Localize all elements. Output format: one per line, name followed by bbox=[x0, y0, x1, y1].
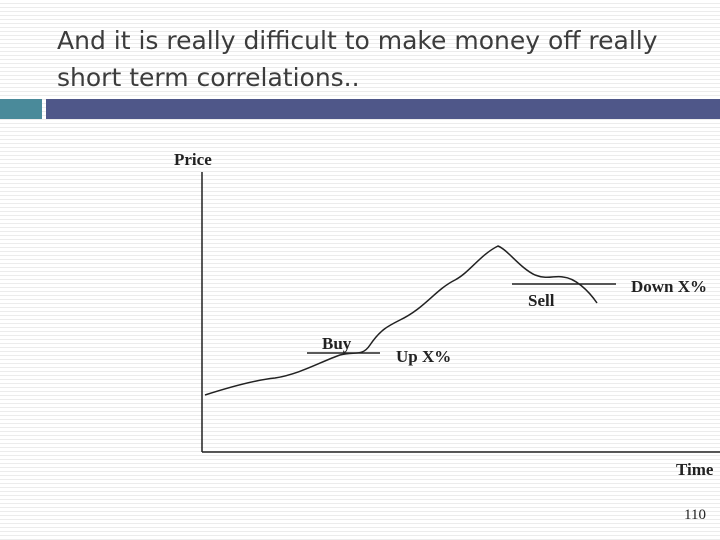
accent-bar-purple bbox=[46, 99, 720, 119]
accent-bar-teal bbox=[0, 99, 42, 119]
slide-title: And it is really difficult to make money… bbox=[57, 22, 707, 96]
title-line-1: And it is really difficult to make money… bbox=[57, 26, 658, 55]
title-line-2: short term correlations.. bbox=[57, 63, 360, 92]
buy-label: Buy bbox=[322, 334, 352, 353]
x-axis-label: Time bbox=[676, 460, 714, 479]
down-percent-label: Down X% bbox=[631, 277, 707, 296]
up-percent-label: Up X% bbox=[396, 347, 451, 366]
page-number: 110 bbox=[684, 507, 706, 523]
price-curve bbox=[204, 245, 598, 396]
y-axis-label: Price bbox=[174, 150, 212, 169]
sell-label: Sell bbox=[528, 291, 555, 310]
